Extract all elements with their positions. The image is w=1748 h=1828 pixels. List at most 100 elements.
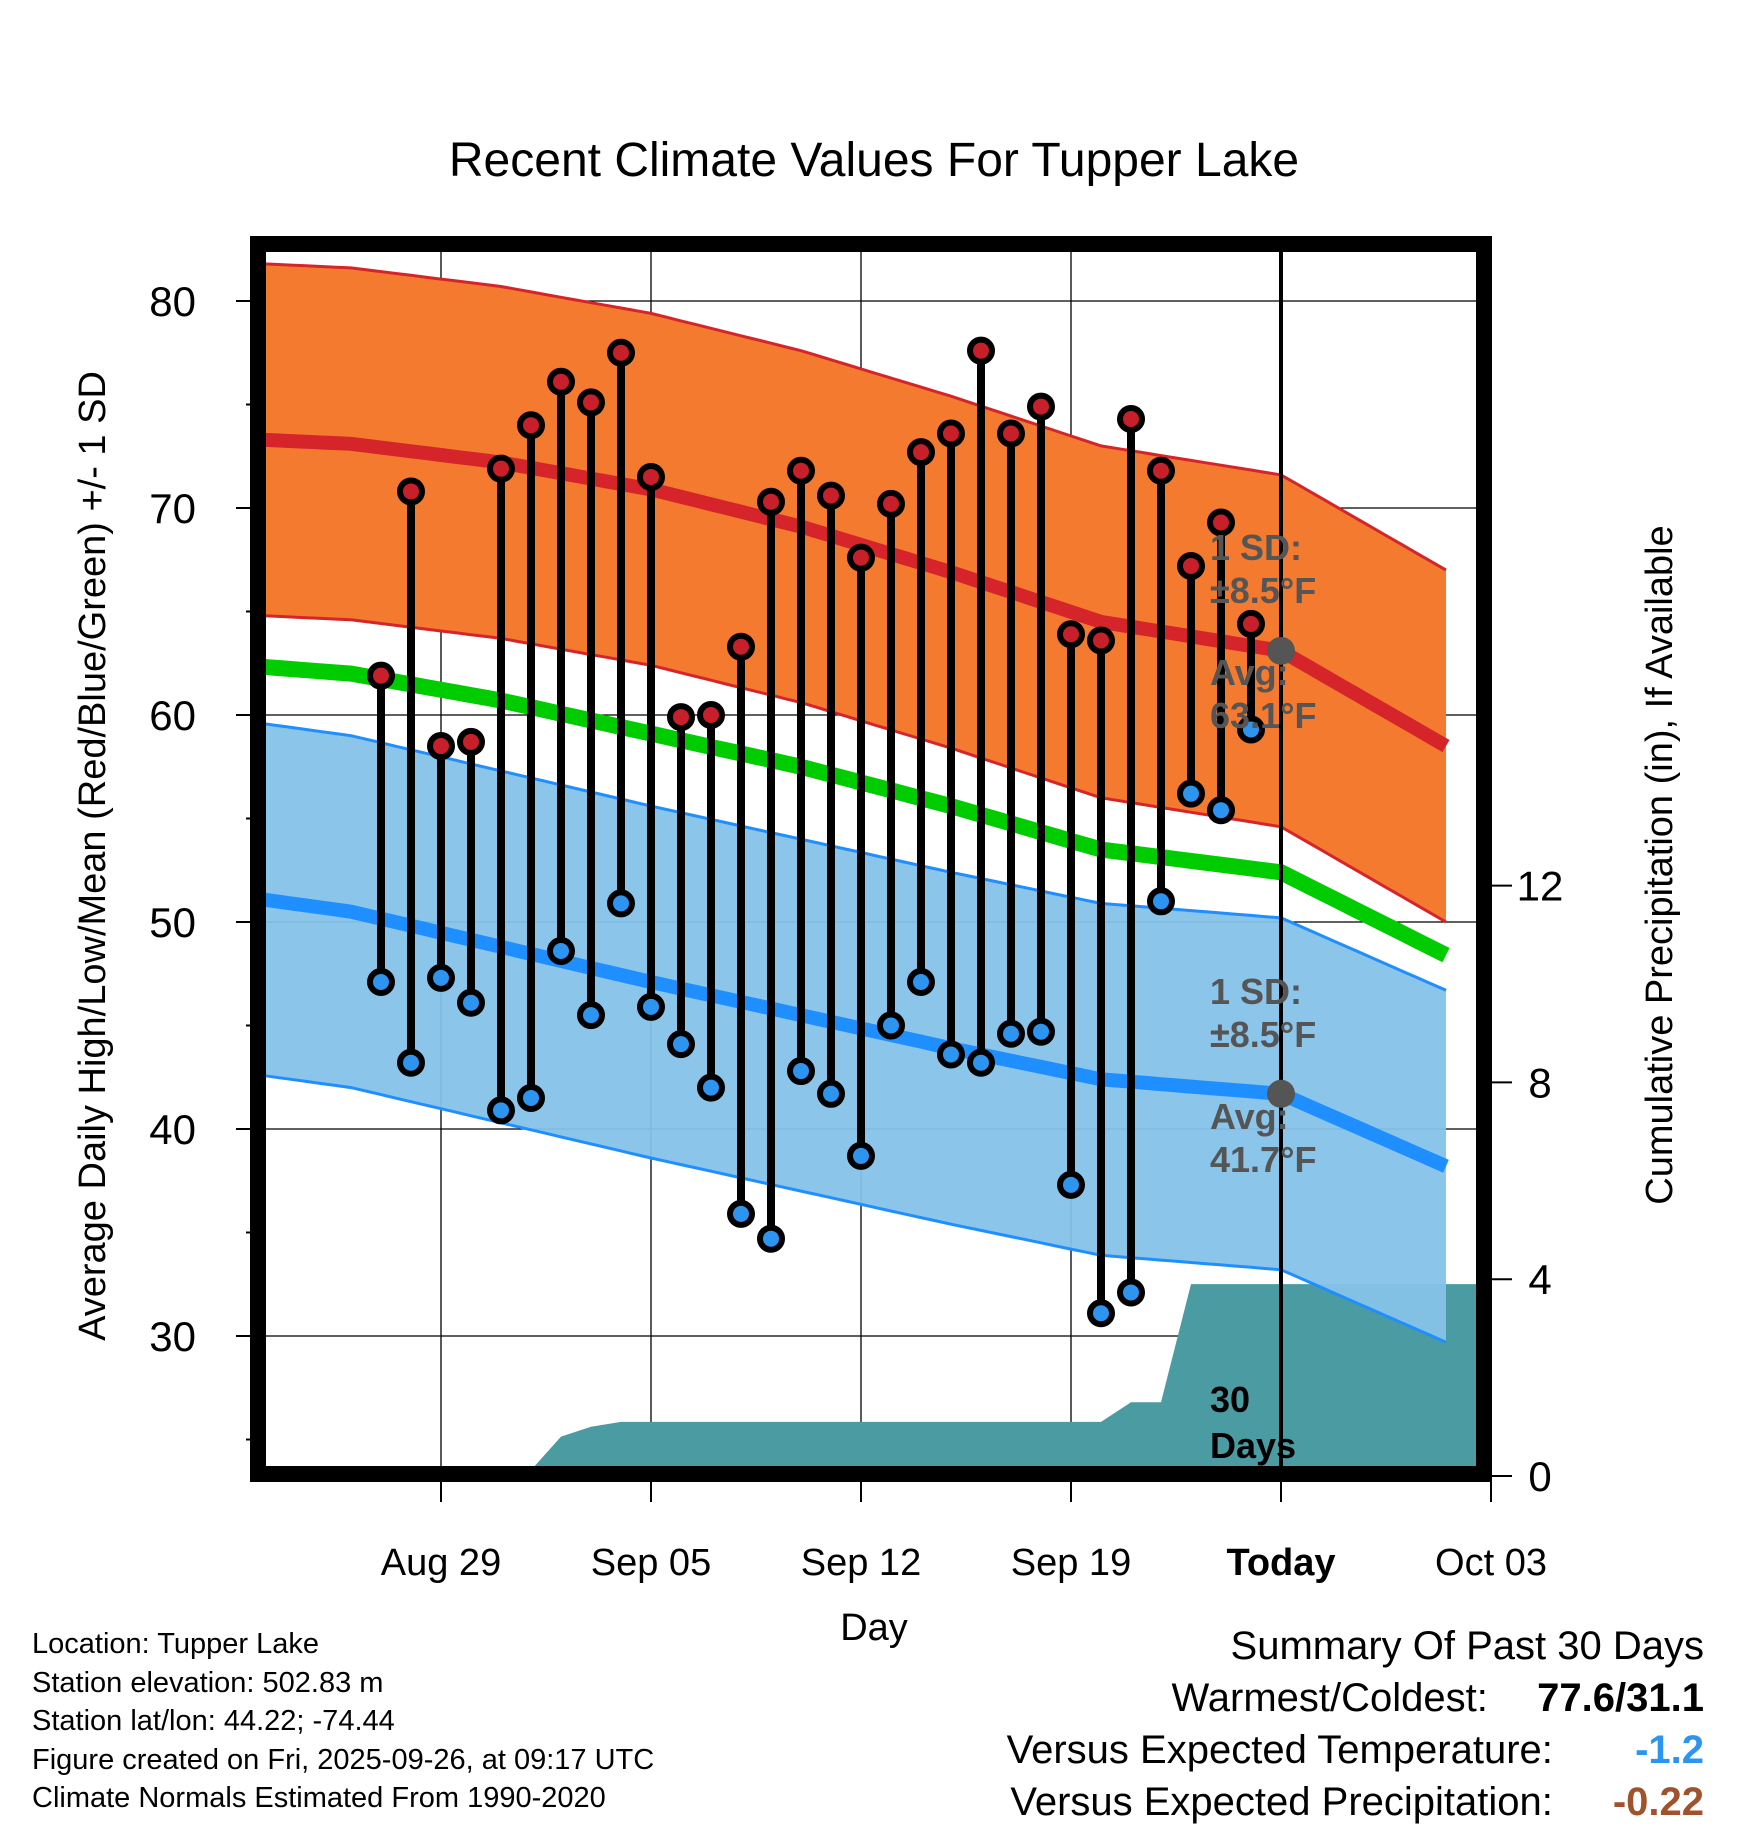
daily-high-marker [787,456,815,485]
y-tick-label: 70 [149,485,196,532]
daily-high-marker [517,411,545,440]
x-tick-label: Sep 12 [801,1542,921,1584]
temp-label: Versus Expected Temperature: [1006,1728,1553,1772]
daily-low-marker [877,1011,905,1040]
daily-high-marker [1117,404,1145,433]
station-info: Location: Tupper Lake Station elevation:… [32,1625,654,1818]
y2-tick-label: 0 [1528,1453,1551,1500]
created-text: Figure created on Fri, 2025-09-26, at 09… [32,1743,655,1776]
warm-cold-label: Warmest/Coldest: [1171,1676,1488,1720]
daily-high-marker [367,661,395,690]
daily-low-marker [847,1141,875,1170]
low-sd-value: ±8.5°F [1210,1014,1316,1055]
daily-low-marker [697,1073,725,1102]
summary-title: Summary Of Past 30 Days [1230,1624,1704,1668]
daily-high-marker [1027,392,1055,421]
y-tick-label: 60 [149,692,196,739]
daily-high-marker [727,632,755,661]
daily-low-marker [1117,1278,1145,1307]
y2-tick-label: 4 [1528,1256,1551,1303]
y2-axis-title: Cumulative Precipitation (in), If Availa… [1639,525,1681,1204]
daily-low-marker [787,1057,815,1086]
daily-low-marker [637,992,665,1021]
daily-low-marker [517,1083,545,1112]
daily-low-marker [937,1040,965,1069]
daily-high-marker [1057,620,1085,649]
daily-low-marker [1057,1170,1085,1199]
daily-low-marker [967,1048,995,1077]
daily-low-marker [1207,796,1235,825]
daily-low-marker [1147,887,1175,916]
daily-low-marker [1087,1299,1115,1328]
daily-low-marker [397,1048,425,1077]
daily-high-marker [457,727,485,756]
daily-high-marker [757,487,785,516]
daily-low-marker [997,1019,1025,1048]
daily-high-marker [547,367,575,396]
daily-high-marker [997,419,1025,448]
warm-cold-row: Warmest/Coldest: 77.6/31.1 [1007,1672,1705,1724]
daily-high-marker [1237,609,1265,638]
low-avg-label: Avg: [1210,1096,1289,1137]
plot-frame [250,236,1492,1482]
daily-high-marker [907,438,935,467]
daily-high-marker [1087,626,1115,655]
x-tick-label: Today [1226,1542,1335,1584]
days-count-word: Days [1210,1425,1296,1466]
high-sd-value: ±8.5°F [1210,570,1316,611]
location-text: Location: Tupper Lake [32,1628,319,1660]
daily-low-marker [727,1199,755,1228]
precip-area [393,1284,1484,1474]
low-avg-value: 41.7°F [1210,1139,1316,1180]
daily-low-marker [757,1224,785,1253]
today-low-avg-marker [1267,1079,1295,1108]
daily-high-marker [817,481,845,510]
x-tick-label: Aug 29 [381,1542,501,1584]
low-sd-label: 1 SD: [1210,971,1302,1012]
y-tick-label: 80 [149,278,196,325]
daily-low-marker [367,968,395,997]
precip-value: -0.22 [1612,1780,1704,1824]
daily-high-marker [577,388,605,417]
high-avg-value: 63.1°F [1210,695,1316,736]
high-sd-band [258,263,1446,922]
daily-low-marker [1177,779,1205,808]
daily-low-marker [487,1096,515,1125]
daily-high-marker [1177,551,1205,580]
daily-low-marker [667,1030,695,1059]
x-tick-label: Oct 03 [1435,1542,1547,1584]
high-upper-edge [258,262,1447,572]
chart-title: Recent Climate Values For Tupper Lake [449,134,1299,187]
daily-low-marker [607,889,635,918]
daily-high-marker [397,477,425,506]
high-avg-label: Avg: [1210,652,1289,693]
daily-high-marker [1207,508,1235,537]
daily-low-marker [547,936,575,965]
daily-high-marker [427,732,455,761]
daily-low-marker [1027,1017,1055,1046]
y-tick-label: 40 [149,1106,196,1153]
daily-high-marker [877,489,905,518]
daily-high-marker [637,462,665,491]
summary-panel: Summary Of Past 30 Days Warmest/Coldest:… [1007,1620,1704,1828]
warm-cold-value: 77.6/31.1 [1537,1676,1704,1720]
daily-high-marker [697,701,725,729]
daily-low-marker [1237,715,1265,744]
daily-low-marker [817,1079,845,1108]
daily-high-marker [847,543,875,572]
today-high-avg-marker [1267,636,1295,665]
y-axis-title: Average Daily High/Low/Mean (Red/Blue/Gr… [72,371,114,1341]
elevation-text: Station elevation: 502.83 m [32,1666,384,1699]
high-sd-label: 1 SD: [1210,527,1302,568]
daily-high-marker [967,336,995,365]
daily-high-marker [607,338,635,367]
daily-high-marker [487,454,515,483]
normals-text: Climate Normals Estimated From 1990-2020 [32,1782,606,1814]
x-axis-title: Day [840,1607,908,1649]
y2-tick-label: 8 [1528,1059,1551,1106]
daily-high-marker [667,703,695,732]
x-tick-label: Sep 05 [591,1542,711,1584]
